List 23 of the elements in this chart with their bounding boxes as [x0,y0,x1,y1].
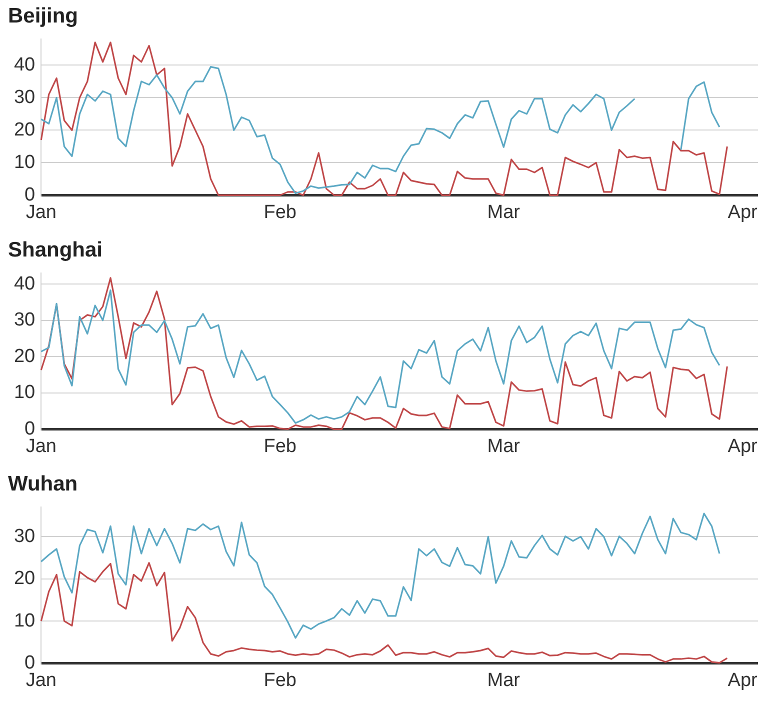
y-tick-label: 40 [14,273,36,294]
y-tick-label: 20 [14,119,36,140]
y-tick-label: 30 [14,86,36,108]
x-tick-label: Mar [487,670,521,691]
y-tick-label: 20 [14,346,36,367]
y-tick-label: 30 [14,310,36,331]
y-tick-label: 10 [14,152,36,173]
chart-title: Beijing [8,4,78,28]
y-tick-label: 30 [14,526,36,547]
x-tick-label: Feb [264,436,296,457]
x-tick-label: Mar [487,202,521,223]
x-tick-label: Apr [728,670,758,691]
x-tick-label: Mar [487,436,521,457]
chart-title: Wuhan [8,472,78,496]
y-tick-label: 10 [14,382,36,404]
x-tick-label: Feb [264,670,296,691]
x-tick-label: Apr [728,436,758,457]
x-tick-label: Feb [264,202,296,223]
chart-title: Shanghai [8,238,103,262]
x-tick-label: Apr [728,202,758,223]
y-tick-label: 40 [14,54,36,76]
y-tick-label: 20 [14,568,36,590]
y-tick-label: 10 [14,610,36,632]
